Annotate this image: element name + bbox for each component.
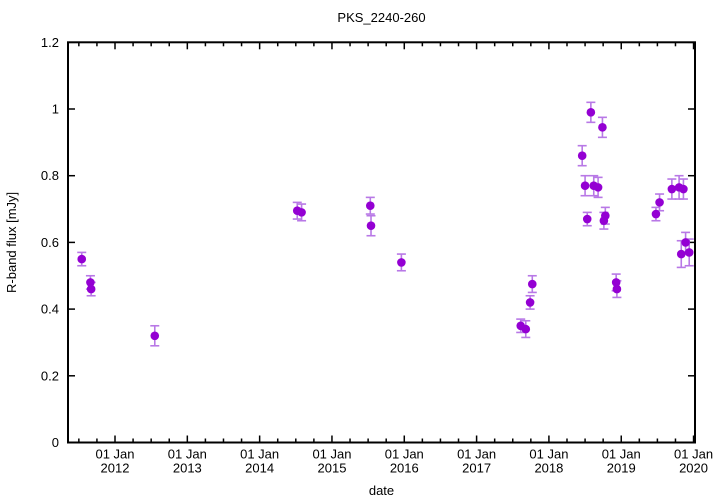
x-tick-label: 2013	[173, 461, 202, 476]
data-point	[527, 279, 537, 289]
x-tick-label: 01 Jan	[674, 447, 713, 462]
x-tick-label: 2018	[534, 461, 563, 476]
x-tick-label: 01 Jan	[312, 447, 351, 462]
data-point	[593, 183, 603, 192]
x-tick-label: 01 Jan	[168, 447, 207, 462]
x-tick-label: 01 Jan	[95, 447, 134, 462]
data-point	[679, 184, 688, 194]
plot-border	[67, 41, 696, 444]
data-point	[86, 278, 95, 287]
x-tick-label: 01 Jan	[240, 447, 279, 462]
y-tick-label: 0.6	[41, 235, 59, 250]
data-point	[297, 208, 306, 217]
data-point	[651, 209, 661, 219]
x-tick-label: 2014	[245, 461, 274, 476]
data-point	[676, 249, 686, 259]
data-point	[601, 211, 610, 221]
x-tick-label: 2012	[101, 461, 130, 476]
data-point	[655, 198, 664, 207]
data-points	[77, 108, 694, 341]
data-point	[397, 258, 406, 267]
data-point	[86, 284, 96, 294]
data-point	[684, 248, 694, 257]
data-point	[366, 221, 376, 231]
y-tick-label: 0.4	[41, 302, 59, 317]
data-point	[612, 284, 622, 294]
x-tick-label: 2015	[318, 461, 347, 476]
data-point	[582, 214, 592, 224]
y-tick-label: 0.8	[41, 168, 59, 183]
data-point	[150, 331, 160, 341]
x-tick-label: 2017	[462, 461, 491, 476]
data-point	[586, 108, 596, 117]
data-point	[577, 151, 587, 160]
y-tick-label: 1	[52, 102, 59, 117]
data-point	[77, 254, 87, 264]
x-tick-label: 01 Jan	[385, 447, 424, 462]
data-point	[521, 324, 531, 334]
x-tick-label: 2019	[607, 461, 636, 476]
x-tick-label: 2020	[679, 461, 708, 476]
x-tick-label: 01 Jan	[529, 447, 568, 462]
axis-ticks	[68, 41, 695, 444]
data-point	[667, 184, 677, 194]
x-tick-label: 01 Jan	[457, 447, 496, 462]
data-point	[611, 278, 621, 287]
x-tick-label: 2016	[390, 461, 419, 476]
data-point	[598, 123, 607, 132]
x-axis-label: date	[369, 483, 394, 498]
y-tick-label: 0	[52, 435, 59, 450]
plot-title: PKS_2240-260	[337, 10, 425, 25]
x-tick-label: 01 Jan	[602, 447, 641, 462]
y-tick-label: 0.2	[41, 368, 59, 383]
y-axis-label: R-band flux [mJy]	[4, 192, 19, 293]
y-tick-label: 1.2	[41, 35, 59, 50]
data-point	[525, 298, 535, 307]
data-point	[681, 238, 690, 247]
data-point	[365, 201, 375, 211]
data-point	[580, 181, 590, 191]
